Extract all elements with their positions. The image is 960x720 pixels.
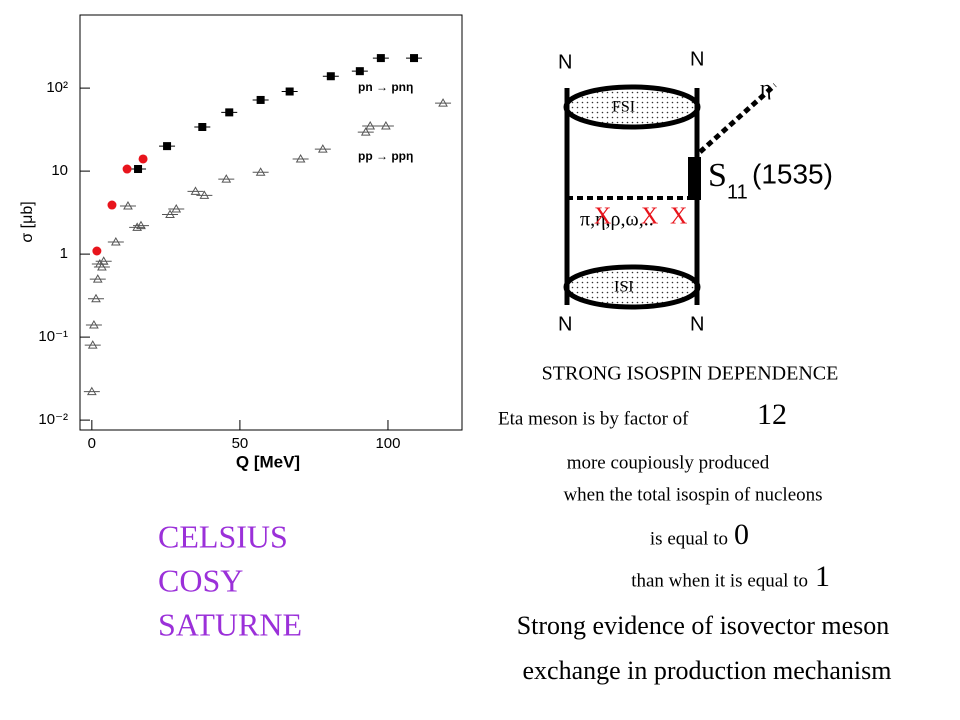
marker-square (376, 54, 385, 63)
marker-square (285, 87, 294, 96)
highlight-number: 1 (815, 560, 830, 593)
feynman-diagram: N N N N η FSI ISI S 11 (1535) π,η,ρ,ω,..… (558, 48, 833, 335)
isi-label: ISI (614, 279, 634, 296)
chart: 10⁻² 10⁻¹ 1 10 10² 0 50 100 Q [MeV] σ [μb] pn → pn… (19, 14, 463, 471)
marker-triangle (365, 120, 376, 130)
marker-triangle (110, 236, 121, 246)
marker-triangle (438, 98, 448, 107)
text-line: when the total isospin of nucleons (563, 484, 822, 505)
marker-triangle (87, 340, 98, 349)
resonance-vertex (688, 157, 701, 200)
marker-triangle (97, 261, 107, 271)
marker-triangle (86, 386, 97, 396)
eta-label: η (760, 75, 772, 100)
marker-triangle (360, 127, 371, 136)
marker-square (355, 67, 364, 76)
resonance-mass: (1535) (752, 158, 833, 189)
facility: SATURNE (158, 606, 302, 642)
conclusion: Strong evidence of isovector meson (517, 611, 890, 640)
facility: CELSIUS (158, 518, 288, 554)
isi-blob (563, 264, 701, 310)
text-line: more coupiously produced (567, 452, 770, 473)
marker-square (198, 122, 207, 131)
text-line: Eta meson is by factor of (498, 408, 689, 429)
marker-circle (92, 246, 102, 256)
y-tick-label: 10⁻² (38, 411, 68, 428)
y-axis-label: σ [μb] (19, 201, 36, 242)
nucleon-label: N (690, 313, 704, 335)
marker-square (256, 95, 265, 104)
highlight-number: 0 (734, 518, 749, 551)
marker-circle (138, 154, 148, 164)
marker-triangle (165, 209, 175, 219)
marker-triangle (92, 274, 103, 283)
y-tick-label: 10 (51, 162, 68, 179)
marker-triangle (136, 220, 146, 230)
exchange-label: π,η,ρ,ω,.. (580, 209, 654, 231)
cross: X (641, 204, 658, 230)
highlight-number: 12 (757, 398, 787, 431)
fsi-blob (563, 84, 701, 130)
conclusion: exchange in production mechanism (523, 656, 892, 685)
marker-triangle (91, 293, 101, 303)
marker-triangle (199, 190, 210, 199)
marker-triangle (171, 203, 182, 213)
marker-triangle (317, 144, 328, 153)
legend-label: pn → pnη (358, 80, 413, 94)
fsi-label: FSI (612, 99, 635, 116)
marker-triangle (89, 319, 99, 329)
marker-triangle (295, 153, 306, 163)
x-tick-label: 50 (232, 435, 249, 452)
plot-frame (79, 14, 463, 431)
x-axis-label: Q [MeV] (236, 452, 300, 471)
text-line: than when it is equal to (631, 570, 808, 591)
cross: X (670, 204, 687, 230)
marker-square (163, 142, 172, 151)
facility: COSY (158, 562, 243, 598)
nucleon-label: N (690, 48, 704, 70)
y-tick-label: 10⁻¹ (38, 328, 68, 345)
marker-triangle (123, 200, 133, 210)
marker-circle (107, 200, 117, 210)
marker-circle (122, 164, 132, 174)
marker-triangle (255, 167, 266, 176)
marker-square (225, 108, 234, 117)
text-line: is equal to (650, 528, 728, 549)
heading: STRONG ISOSPIN DEPENDENCE (542, 363, 839, 385)
marker-triangle (190, 186, 201, 195)
marker-triangle (381, 120, 391, 130)
legend-label: pp → ppη (358, 149, 413, 163)
y-tick-label: 10² (46, 79, 68, 96)
eta-line (698, 83, 777, 154)
explanation: STRONG ISOSPIN DEPENDENCE Eta meson is b… (498, 363, 891, 685)
marker-square (326, 72, 335, 81)
x-tick-label: 0 (88, 435, 96, 452)
marker-triangle (132, 222, 143, 231)
resonance-label: S (708, 157, 727, 194)
marker-triangle (221, 174, 232, 183)
marker-square (410, 54, 419, 63)
marker-square (134, 165, 143, 174)
marker-triangle (98, 256, 109, 265)
resonance-subscript: 11 (727, 181, 748, 203)
nucleon-label: N (558, 313, 572, 335)
x-tick-label: 100 (375, 435, 400, 452)
nucleon-label: N (558, 51, 572, 73)
facilities: CELSIUS COSY SATURNE (158, 518, 302, 642)
cross: X (594, 204, 611, 230)
y-tick-label: 1 (60, 245, 68, 262)
